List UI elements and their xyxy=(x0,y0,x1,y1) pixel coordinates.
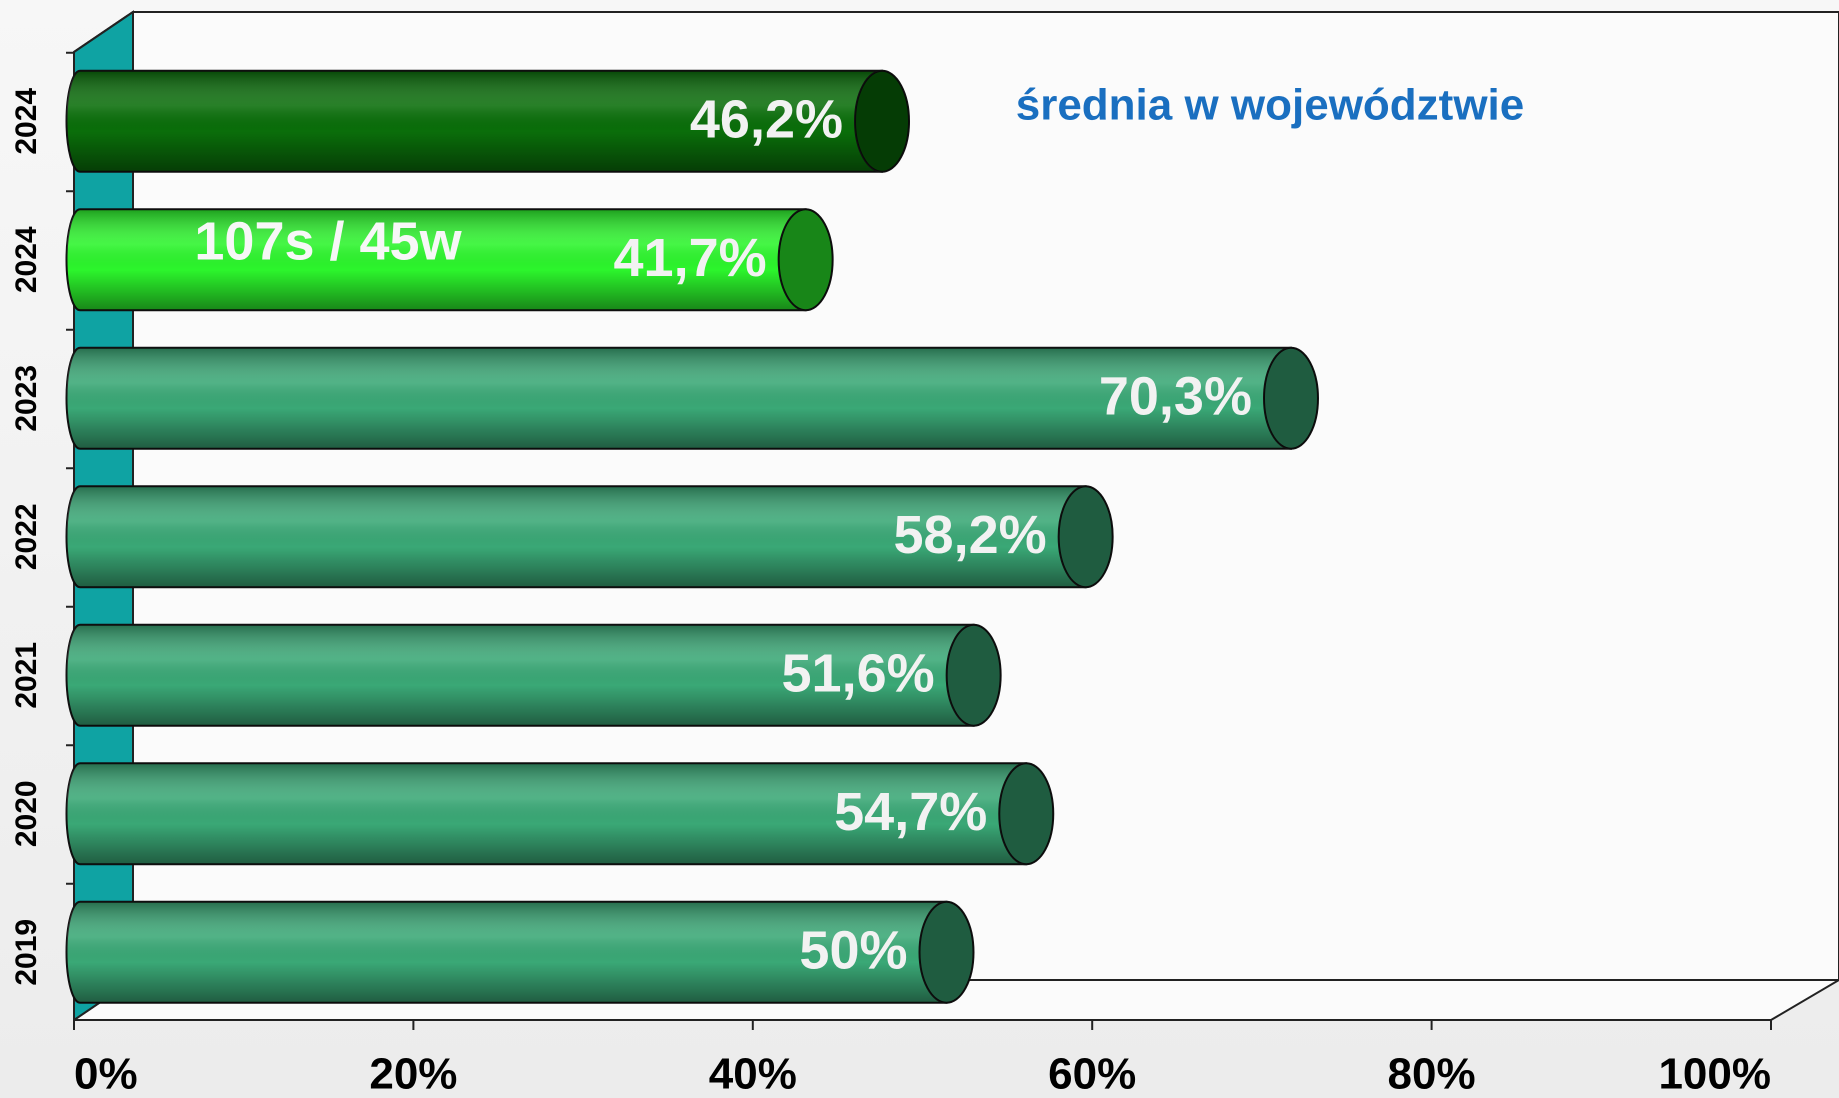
annotation: średnia w województwie xyxy=(1016,81,1525,130)
bar-cap-shade xyxy=(855,71,909,172)
bar-cap-shade xyxy=(947,625,1001,726)
bar-cap-shade xyxy=(920,902,974,1003)
bar-group: 51,6% xyxy=(67,625,1001,726)
value-label: 54,7% xyxy=(834,782,987,842)
bar-group: 70,3% xyxy=(67,348,1318,449)
y-tick-label: 2023 xyxy=(10,365,43,432)
x-tick-label: 60% xyxy=(1048,1050,1136,1098)
y-tick-label: 2021 xyxy=(10,642,43,709)
y-tick-label: 2020 xyxy=(10,780,43,847)
value-label: 41,7% xyxy=(614,228,767,288)
bar-group: 54,7% xyxy=(67,763,1054,864)
x-tick-label: 40% xyxy=(709,1050,797,1098)
x-tick-label: 0% xyxy=(74,1050,138,1098)
y-tick-label: 2024 xyxy=(10,88,43,155)
value-label: 46,2% xyxy=(690,90,843,150)
bar-group: 58,2% xyxy=(67,486,1113,587)
bar-group: 50% xyxy=(67,902,974,1003)
bar-cap-shade xyxy=(779,209,833,310)
bar-cap-shade xyxy=(1059,486,1113,587)
x-tick-label: 20% xyxy=(369,1050,457,1098)
x-tick-label: 80% xyxy=(1388,1050,1476,1098)
bar-cap-shade xyxy=(1264,348,1318,449)
y-tick-label: 2022 xyxy=(10,503,43,570)
value-label: 70,3% xyxy=(1099,367,1252,427)
y-tick-label: 2019 xyxy=(10,919,43,986)
bar-group: 46,2% xyxy=(67,71,910,172)
bar-cap-shade xyxy=(999,763,1053,864)
value-label: 58,2% xyxy=(894,505,1047,565)
value-label: 51,6% xyxy=(782,644,935,704)
value-label: 50% xyxy=(799,921,907,981)
chart: średnia w województwie 0% 20% 40% 60% 80% 100… xyxy=(0,0,1839,1098)
annotation: 107s / 45w xyxy=(194,211,462,271)
x-tick-label: 100% xyxy=(1658,1050,1771,1098)
y-tick-label: 2024 xyxy=(10,226,43,293)
